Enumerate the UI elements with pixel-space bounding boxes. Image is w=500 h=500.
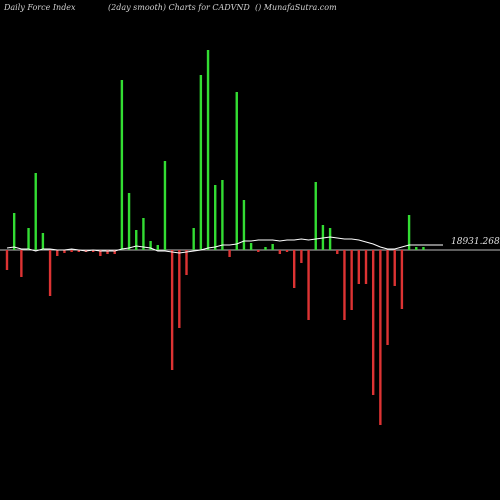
force-bar [192,228,195,250]
force-bar [371,250,375,395]
force-bar [393,250,396,286]
force-bar [249,243,253,250]
force-bar [199,75,203,250]
force-bar [278,250,282,254]
force-bar [120,80,124,250]
force-bar [379,250,382,425]
force-bar [400,250,404,309]
force-bar [285,250,289,252]
force-bar [228,250,231,257]
force-bar [170,250,174,370]
force-bar [91,250,95,252]
force-bar [178,250,181,328]
force-bar [41,233,45,250]
force-bar [314,182,317,250]
site-credit: () MunafaSutra.com [255,3,337,12]
force-bar [407,215,411,250]
force-bar [106,250,109,254]
force-bar [185,250,188,275]
force-bar [163,161,167,250]
force-bar [206,50,210,250]
indicator-title: Daily Force Index [4,3,76,12]
force-bar [214,185,217,250]
force-bar [156,245,159,250]
force-bar [364,250,368,284]
force-bar [27,228,30,250]
force-bar [422,247,425,250]
force-bar [336,250,339,254]
force-bar [48,250,52,296]
chart-title: (2day smooth) Charts for CADVND [108,3,250,12]
force-bar [34,173,37,250]
force-bar [257,250,260,252]
force-bar [415,247,418,250]
force-bar [113,250,116,254]
force-bar [271,244,274,250]
force-bar [70,250,73,252]
force-bar [350,250,353,310]
last-value-label: 18931.26850 [451,237,500,247]
force-bar [300,250,303,263]
force-bar [127,193,131,250]
force-bar [99,250,102,256]
force-bar [5,250,9,270]
force-bar [242,200,246,250]
force-bar [77,250,80,252]
force-bar [142,218,145,250]
smooth-line [6,236,443,254]
force-bar [20,250,23,277]
force-bar [357,250,361,284]
force-bar [12,213,16,250]
force-bar [307,250,310,320]
force-bar [386,250,389,345]
force-bar [264,247,267,250]
force-bar [235,92,238,250]
force-bar [328,228,332,250]
force-bar [293,250,296,288]
force-bar [221,180,224,250]
force-bar [63,250,66,253]
force-bar [149,241,152,250]
force-bar [56,250,59,256]
force-bar [135,230,138,250]
force-bar [343,250,346,320]
